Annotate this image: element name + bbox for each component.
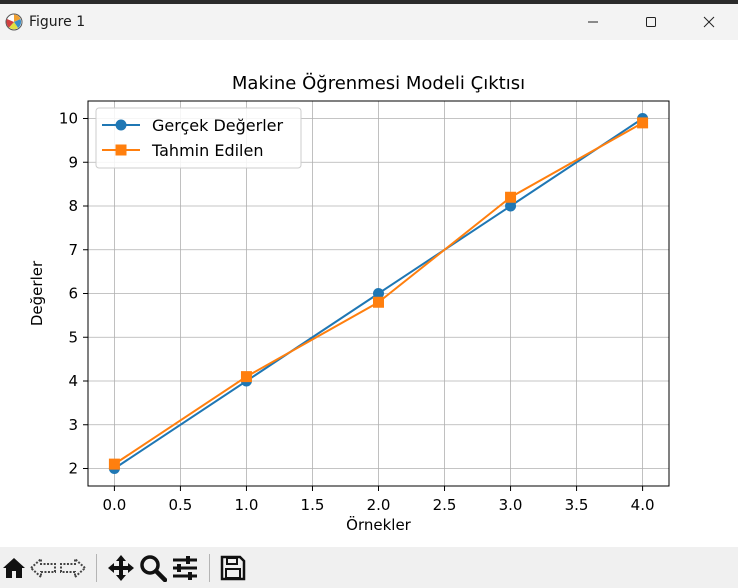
zoom-icon [140,554,167,582]
legend-marker [115,119,127,131]
legend-label: Tahmin Edilen [151,141,263,160]
back-arrow-icon [29,556,56,579]
y-tick-label: 6 [68,285,78,303]
y-tick-label: 7 [68,241,78,259]
home-icon [3,557,25,578]
y-tick-label: 10 [59,110,78,128]
maximize-button[interactable] [622,4,680,40]
toolbar-separator [96,553,97,582]
minimize-icon [588,21,598,23]
window-title: Figure 1 [29,14,86,30]
legend: Gerçek Değerler Tahmin Edilen [95,107,302,169]
data-point [108,458,120,470]
top-window-edge [0,0,738,4]
data-point [505,191,517,203]
grid-lines [88,101,669,486]
sliders-icon [173,555,197,580]
x-tick-label: 1.5 [301,496,325,514]
line-chart: 0.0 0.5 1.0 1.5 2.0 2.5 3.0 3.5 4.0 2 3 4 5 6 7 8 9 10 Ma… [28,72,670,534]
y-tick-label: 2 [68,460,78,478]
data-point [373,296,384,308]
x-tick-label: 0.0 [102,496,126,514]
move-icon [108,554,134,581]
configure-subplots-button[interactable] [169,552,201,584]
back-button[interactable] [28,552,58,584]
close-button[interactable] [680,4,738,40]
data-point [240,371,252,383]
x-axis-label: Örnekler [346,515,412,534]
legend-label: Gerçek Değerler [152,116,283,135]
legend-entry: Gerçek Değerler [102,116,283,135]
title-bar[interactable]: Figure 1 [0,4,738,40]
toolbar-separator [209,553,210,582]
y-tick-label: 4 [68,372,78,390]
y-axis-label: Değerler [28,260,46,326]
ticks: 0.0 0.5 1.0 1.5 2.0 2.5 3.0 3.5 4.0 2 3 4 5 6 7 8 9 10 [59,110,655,515]
save-button[interactable] [218,552,248,584]
home-button[interactable] [0,552,28,584]
data-point [373,288,384,299]
series-layer [108,113,649,474]
y-tick-label: 9 [68,153,78,171]
y-tick-label: 5 [68,328,78,346]
figure-canvas[interactable]: 0.0 0.5 1.0 1.5 2.0 2.5 3.0 3.5 4.0 2 3 4 5 6 7 8 9 10 Ma… [0,40,738,547]
series-2 [108,117,649,470]
legend-marker [115,144,127,156]
x-tick-label: 2.5 [433,496,457,514]
navigation-toolbar [0,547,738,588]
pan-button[interactable] [105,552,137,584]
floppy-disk-icon [220,555,246,580]
x-tick-label: 0.5 [169,496,193,514]
x-tick-label: 1.0 [235,496,259,514]
x-tick-label: 3.5 [565,496,589,514]
window-controls [564,4,738,40]
data-point [637,117,649,129]
y-tick-label: 8 [68,197,78,215]
x-tick-label: 2.0 [367,496,391,514]
legend-box [95,107,302,169]
close-icon [703,16,715,28]
maximize-icon [646,17,656,27]
zoom-button[interactable] [137,552,169,584]
matplotlib-logo-icon [5,13,23,31]
chart-title: Makine Öğrenmesi Modeli Çıktısı [232,72,525,94]
minimize-button[interactable] [564,4,622,40]
y-tick-label: 3 [68,416,78,434]
x-tick-label: 4.0 [631,496,655,514]
legend-entry: Tahmin Edilen [102,141,263,160]
data-point [505,200,517,212]
forward-button[interactable] [58,552,88,584]
x-tick-label: 3.0 [499,496,523,514]
forward-arrow-icon [60,556,87,579]
